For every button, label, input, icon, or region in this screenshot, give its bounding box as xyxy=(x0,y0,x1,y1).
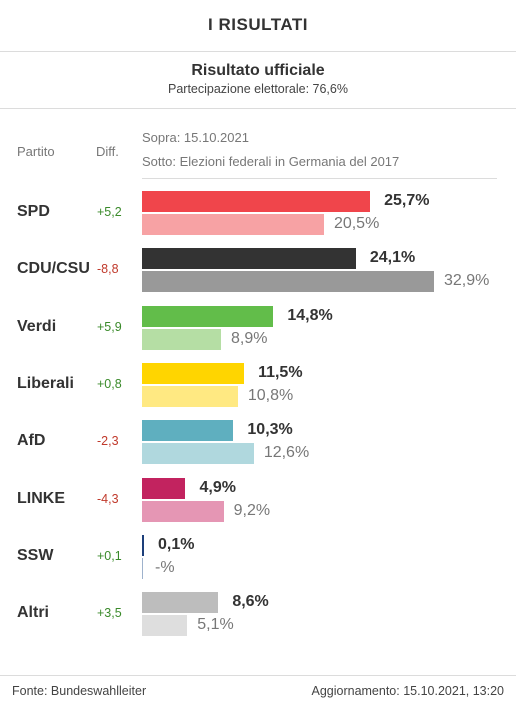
party-name: SPD xyxy=(17,203,50,220)
party-diff: +0,1 xyxy=(97,548,122,563)
party-diff: +5,9 xyxy=(97,319,122,334)
party-diff: +0,8 xyxy=(97,376,122,391)
diff-column-header: Diff. xyxy=(96,144,119,159)
turnout-label: Partecipazione elettorale: 76,6% xyxy=(168,82,348,96)
party-name: Altri xyxy=(17,604,49,622)
party-diff: +5,2 xyxy=(97,205,122,219)
footer-divider xyxy=(0,675,516,676)
party-row: AfD -2,3 10,3% 12,6% xyxy=(0,418,516,474)
previous-result-bar xyxy=(142,271,434,293)
current-result-label: 10,3% xyxy=(247,421,293,439)
party-row: Altri +3,5 8,6% 5,1% xyxy=(0,590,516,646)
results-header: I RISULTATI xyxy=(0,0,516,52)
official-result-panel: Risultato ufficiale Partecipazione elett… xyxy=(0,52,516,109)
party-diff: -8,8 xyxy=(97,262,119,277)
party-name: SSW xyxy=(17,546,54,564)
party-row: CDU/CSU -8,8 24,1% 32,9% xyxy=(0,246,516,302)
party-row: Verdi +5,9 14,8% 8,9% xyxy=(0,304,516,360)
current-result-bar xyxy=(142,420,234,442)
current-result-label: 4,9% xyxy=(199,478,236,496)
party-name: AfD xyxy=(17,432,46,450)
previous-result-label: 10,8% xyxy=(247,386,294,404)
current-result-bar xyxy=(142,534,144,556)
previous-result-label: 9,2% xyxy=(233,501,271,519)
current-result-bar xyxy=(142,248,356,270)
previous-result-label: 32,9% xyxy=(443,272,490,290)
previous-result-bar xyxy=(142,443,254,465)
party-row: SPD +5,2 25,7% 20,5% xyxy=(0,189,516,245)
current-result-label: 8,6% xyxy=(232,593,269,611)
party-name: Verdi xyxy=(17,317,57,335)
results-title: I RISULTATI xyxy=(208,15,308,34)
current-result-label: 14,8% xyxy=(287,306,333,324)
current-result-label: 25,7% xyxy=(384,192,430,209)
previous-result-label: 20,5% xyxy=(333,215,380,232)
previous-result-label: -% xyxy=(155,558,175,576)
previous-result-label: 12,6% xyxy=(263,444,310,462)
party-diff: +3,5 xyxy=(97,606,122,621)
current-result-bar xyxy=(142,477,186,499)
legend-current: Sopra: 15.10.2021 xyxy=(142,130,249,145)
official-result-title: Risultato ufficiale xyxy=(191,62,325,79)
previous-result-label: 8,9% xyxy=(230,329,268,347)
party-row: SSW +0,1 0,1% -% xyxy=(0,533,516,589)
party-column-header: Partito xyxy=(17,144,55,159)
party-name: CDU/CSU xyxy=(17,260,90,278)
updated-label: Aggiornamento: 15.10.2021, 13:20 xyxy=(311,684,504,698)
legend-previous: Sotto: Elezioni federali in Germania del… xyxy=(142,154,400,169)
current-result-label: 24,1% xyxy=(369,249,416,267)
party-diff: -4,3 xyxy=(97,491,119,506)
previous-result-bar xyxy=(142,500,224,522)
current-result-bar xyxy=(142,362,245,384)
party-name: Liberali xyxy=(17,374,74,392)
current-result-bar xyxy=(142,191,371,212)
party-diff: -2,3 xyxy=(97,434,119,449)
current-result-bar xyxy=(142,305,274,327)
previous-result-bar xyxy=(142,615,188,637)
previous-result-bar xyxy=(142,214,324,235)
party-row: LINKE -4,3 4,9% 9,2% xyxy=(0,476,516,532)
party-name: LINKE xyxy=(17,489,65,507)
previous-result-label: 5,1% xyxy=(197,616,234,634)
source-label: Fonte: Bundeswahlleiter xyxy=(12,684,147,698)
previous-result-bar xyxy=(142,385,238,407)
current-result-label: 0,1% xyxy=(158,535,195,553)
legend-divider xyxy=(142,178,497,179)
current-result-bar xyxy=(142,592,219,614)
previous-result-bar xyxy=(142,328,221,350)
party-row: Liberali +0,8 11,5% 10,8% xyxy=(0,361,516,417)
previous-result-bar xyxy=(142,557,143,579)
current-result-label: 11,5% xyxy=(258,363,303,381)
